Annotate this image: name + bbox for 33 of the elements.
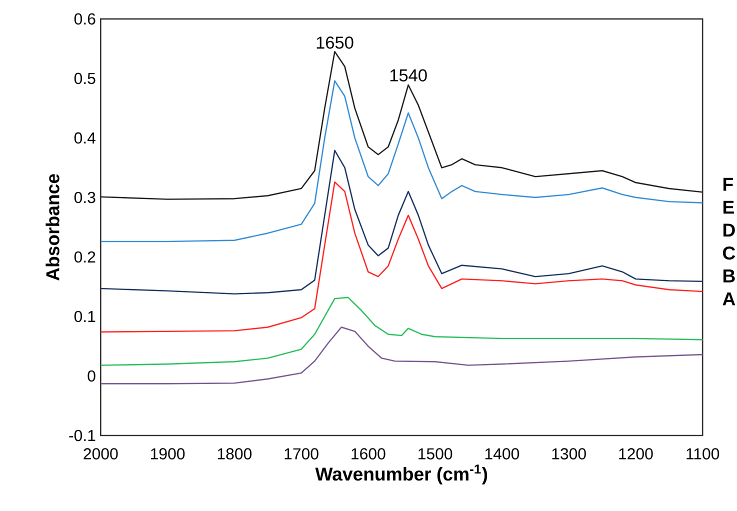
x-tick-label: 1400: [485, 448, 520, 460]
x-tick-label: 1700: [284, 448, 318, 460]
line-series: [100, 150, 704, 294]
y-tick-label: -0.1: [69, 430, 96, 442]
annotation: 1650: [316, 36, 354, 49]
series-label: F: [723, 178, 733, 191]
y-tick-label: 0.6: [74, 13, 96, 24]
y-axis-title: Absorbance: [46, 174, 60, 280]
x-axis-title: Wavenumber (cm$^{-1}$): [315, 464, 488, 484]
y-tick-label: 0.2: [74, 251, 96, 262]
y-tick-label: 0.4: [74, 132, 96, 144]
x-tick-label: 1500: [418, 448, 452, 460]
x-tick-label: 1200: [619, 448, 653, 460]
x-tick-label: 1100: [686, 448, 720, 460]
y-tick-label: 0.1: [74, 310, 96, 322]
line-series: [100, 326, 704, 384]
x-tick-label: 2000: [84, 448, 118, 460]
x-tick-label: 1300: [552, 448, 586, 460]
y-tick-label: 0: [88, 370, 96, 382]
annotation: 1540: [390, 69, 427, 82]
y-tick-label: 0.3: [74, 192, 96, 203]
x-tick-label: 1600: [352, 448, 386, 460]
text: A: [722, 292, 736, 306]
line-series: [100, 181, 704, 333]
y-tick-label: 0.5: [74, 72, 96, 84]
x-tick-label: 1800: [218, 448, 252, 460]
text: D: [723, 224, 735, 236]
line-series: [100, 50, 704, 200]
series-label: E: [723, 200, 734, 214]
text: B: [723, 269, 735, 282]
x-tick-label: 1900: [151, 448, 185, 460]
line-series: [100, 80, 704, 242]
text: C: [723, 246, 736, 260]
